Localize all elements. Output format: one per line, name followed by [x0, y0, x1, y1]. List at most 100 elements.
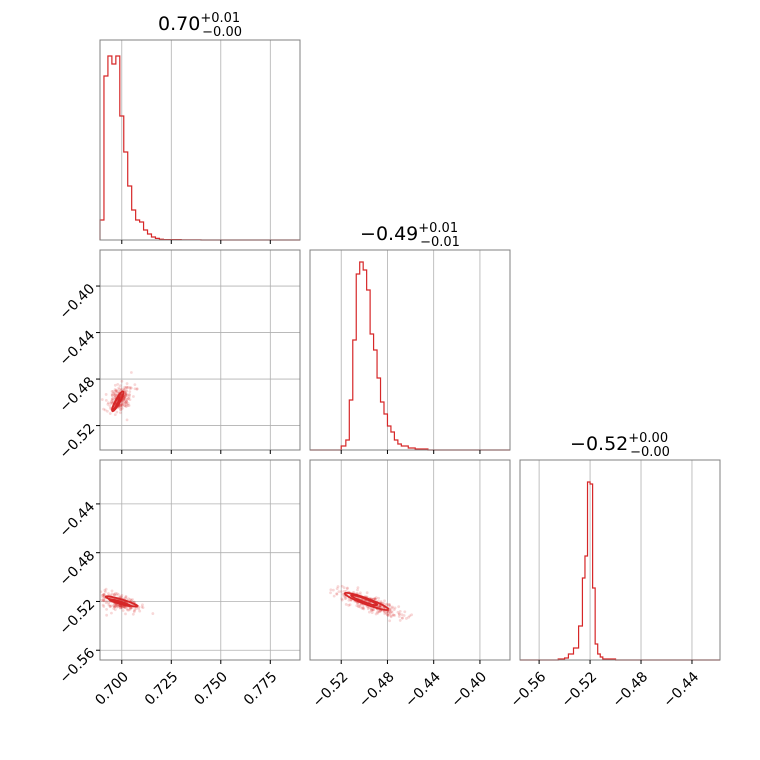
x-tick-label: 0.725: [142, 669, 182, 709]
scatter-point: [102, 593, 106, 596]
scatter-point: [101, 594, 105, 597]
scatter-point: [385, 603, 389, 607]
scatter-point: [124, 405, 128, 408]
scatter-point: [115, 388, 118, 392]
scatter-point: [398, 610, 402, 613]
scatter-point: [135, 387, 139, 391]
scatter-point: [127, 395, 131, 399]
scatter-point: [120, 402, 124, 406]
scatter-point: [369, 609, 373, 612]
scatter-point: [119, 403, 123, 407]
scatter-point: [102, 593, 106, 596]
scatter-point: [126, 397, 130, 401]
scatter-point: [124, 594, 128, 598]
scatter-point: [122, 398, 125, 402]
scatter-point: [123, 606, 127, 610]
scatter-point: [123, 400, 127, 404]
scatter-point: [107, 592, 110, 595]
scatter-point: [124, 401, 128, 405]
scatter-point: [385, 611, 389, 615]
scatter-point: [377, 609, 381, 612]
x-tick-label: −0.44: [402, 669, 444, 711]
scatter-point: [389, 615, 393, 619]
scatter-point: [397, 605, 401, 609]
scatter-point: [377, 596, 381, 600]
scatter-point: [132, 610, 136, 614]
scatter-point: [108, 604, 112, 608]
scatter-point: [137, 607, 141, 611]
scatter-point: [102, 599, 106, 602]
scatter-point: [390, 610, 394, 614]
scatter-point: [123, 395, 127, 398]
scatter-point: [102, 605, 106, 608]
scatter-point: [344, 603, 348, 606]
scatter-point: [125, 392, 129, 396]
scatter-point: [374, 597, 378, 601]
scatter-point: [337, 590, 341, 594]
scatter-point: [93, 593, 96, 596]
y-tick-label: −0.44: [57, 327, 99, 369]
scatter-point: [100, 598, 104, 602]
scatter-point: [105, 613, 109, 617]
scatter-point: [110, 397, 114, 401]
x-tick-label: −0.52: [559, 669, 601, 711]
scatter-point: [108, 605, 112, 608]
scatter-point: [389, 610, 393, 614]
scatter-point: [397, 612, 401, 616]
scatter-point: [107, 401, 110, 405]
scatter-point: [329, 588, 333, 592]
x-tick-label: 0.700: [92, 669, 132, 709]
scatter-point: [388, 608, 392, 612]
scatter-point: [117, 593, 120, 596]
scatter-point: [125, 402, 129, 406]
scatter-point: [124, 612, 127, 616]
scatter-point: [128, 398, 132, 402]
scatter-point: [105, 409, 109, 413]
scatter-point: [133, 608, 137, 612]
scatter-point: [127, 393, 131, 396]
scatter-point: [377, 610, 381, 614]
scatter-point: [398, 619, 402, 622]
scatter-point: [141, 606, 145, 610]
contour-line: [350, 594, 379, 607]
scatter-point: [112, 592, 116, 596]
scatter-point: [117, 388, 121, 391]
scatter-point: [374, 596, 378, 600]
scatter-point: [113, 604, 117, 608]
scatter-point: [361, 606, 365, 610]
axes-frame: [309, 459, 511, 661]
scatter-point: [110, 589, 114, 593]
scatter-point: [128, 393, 131, 397]
scatter-point: [104, 590, 107, 594]
scatter-point: [100, 590, 103, 594]
scatter-point: [387, 603, 391, 607]
scatter-point: [123, 395, 126, 399]
scatter-point: [347, 603, 351, 607]
scatter-point: [122, 387, 126, 391]
scatter-point: [400, 616, 404, 620]
scatter-point: [103, 588, 107, 592]
scatter-point: [374, 612, 378, 616]
scatter-point: [410, 613, 414, 617]
scatter-point: [129, 371, 133, 374]
scatter-point: [113, 393, 117, 397]
scatter-point: [123, 606, 126, 609]
scatter-point: [121, 399, 125, 402]
scatter-point: [126, 402, 130, 405]
scatter-point: [109, 604, 113, 608]
scatter-point: [119, 387, 123, 391]
scatter-point: [113, 605, 116, 609]
scatter-point: [401, 616, 404, 620]
scatter-point: [119, 408, 123, 412]
scatter-point: [355, 604, 359, 608]
title-p22: −0.52+0.00 −0.00: [570, 431, 670, 460]
scatter-point: [102, 593, 106, 596]
scatter-point: [128, 387, 132, 390]
panel-p21: −0.52 −0.48 −0.44 −0.40: [309, 459, 511, 711]
scatter-point: [95, 594, 98, 597]
scatter-point: [118, 604, 122, 608]
scatter-point: [349, 598, 353, 602]
scatter-point: [335, 592, 339, 596]
x-tick-label: −0.44: [661, 669, 703, 711]
scatter-point: [119, 606, 122, 610]
